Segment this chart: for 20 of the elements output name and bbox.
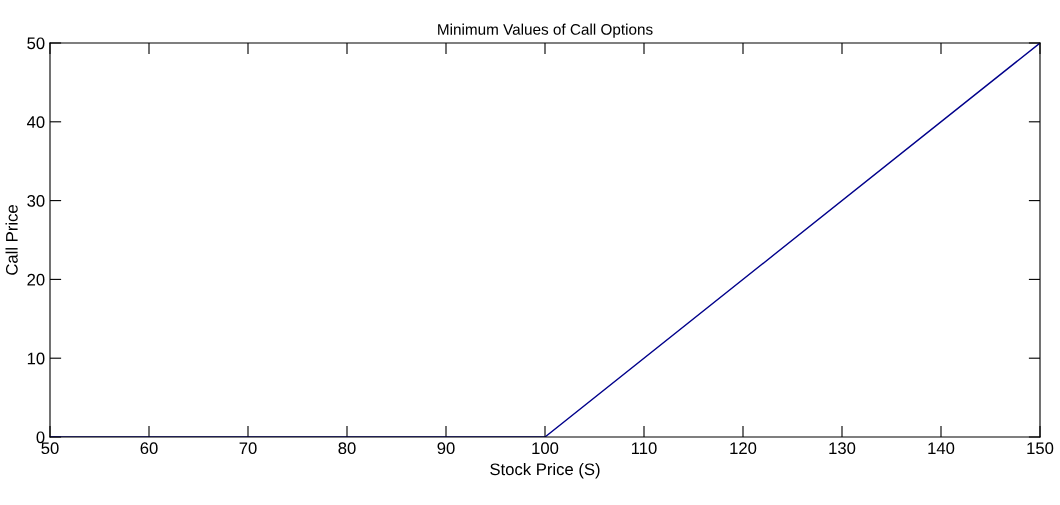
x-tick-label: 140 xyxy=(928,442,955,455)
x-tick-label: 120 xyxy=(730,442,757,455)
chart-title: Minimum Values of Call Options xyxy=(438,23,653,38)
x-tick-label: 70 xyxy=(239,442,257,455)
x-tick-label: 50 xyxy=(41,442,59,455)
x-tick-label: 100 xyxy=(532,442,559,455)
y-tick-label: 10 xyxy=(27,352,45,365)
x-tick-label: 110 xyxy=(631,442,657,455)
x-tick-label: 90 xyxy=(437,442,455,455)
y-tick-label: 40 xyxy=(26,116,45,128)
y-axis-title: Call Price xyxy=(5,205,18,275)
y-tick-label: 0 xyxy=(36,431,45,444)
x-tick-label: 60 xyxy=(140,442,158,455)
x-axis-title: Stock Price (S) xyxy=(490,462,600,479)
y-tick-label: 50 xyxy=(27,37,45,50)
y-tick-label: 20 xyxy=(27,273,45,286)
y-tick-label: 30 xyxy=(27,195,45,207)
x-tick-label: 80 xyxy=(338,442,356,455)
x-tick-label: 150 xyxy=(1027,442,1054,455)
x-tick-label: 130 xyxy=(829,442,856,455)
